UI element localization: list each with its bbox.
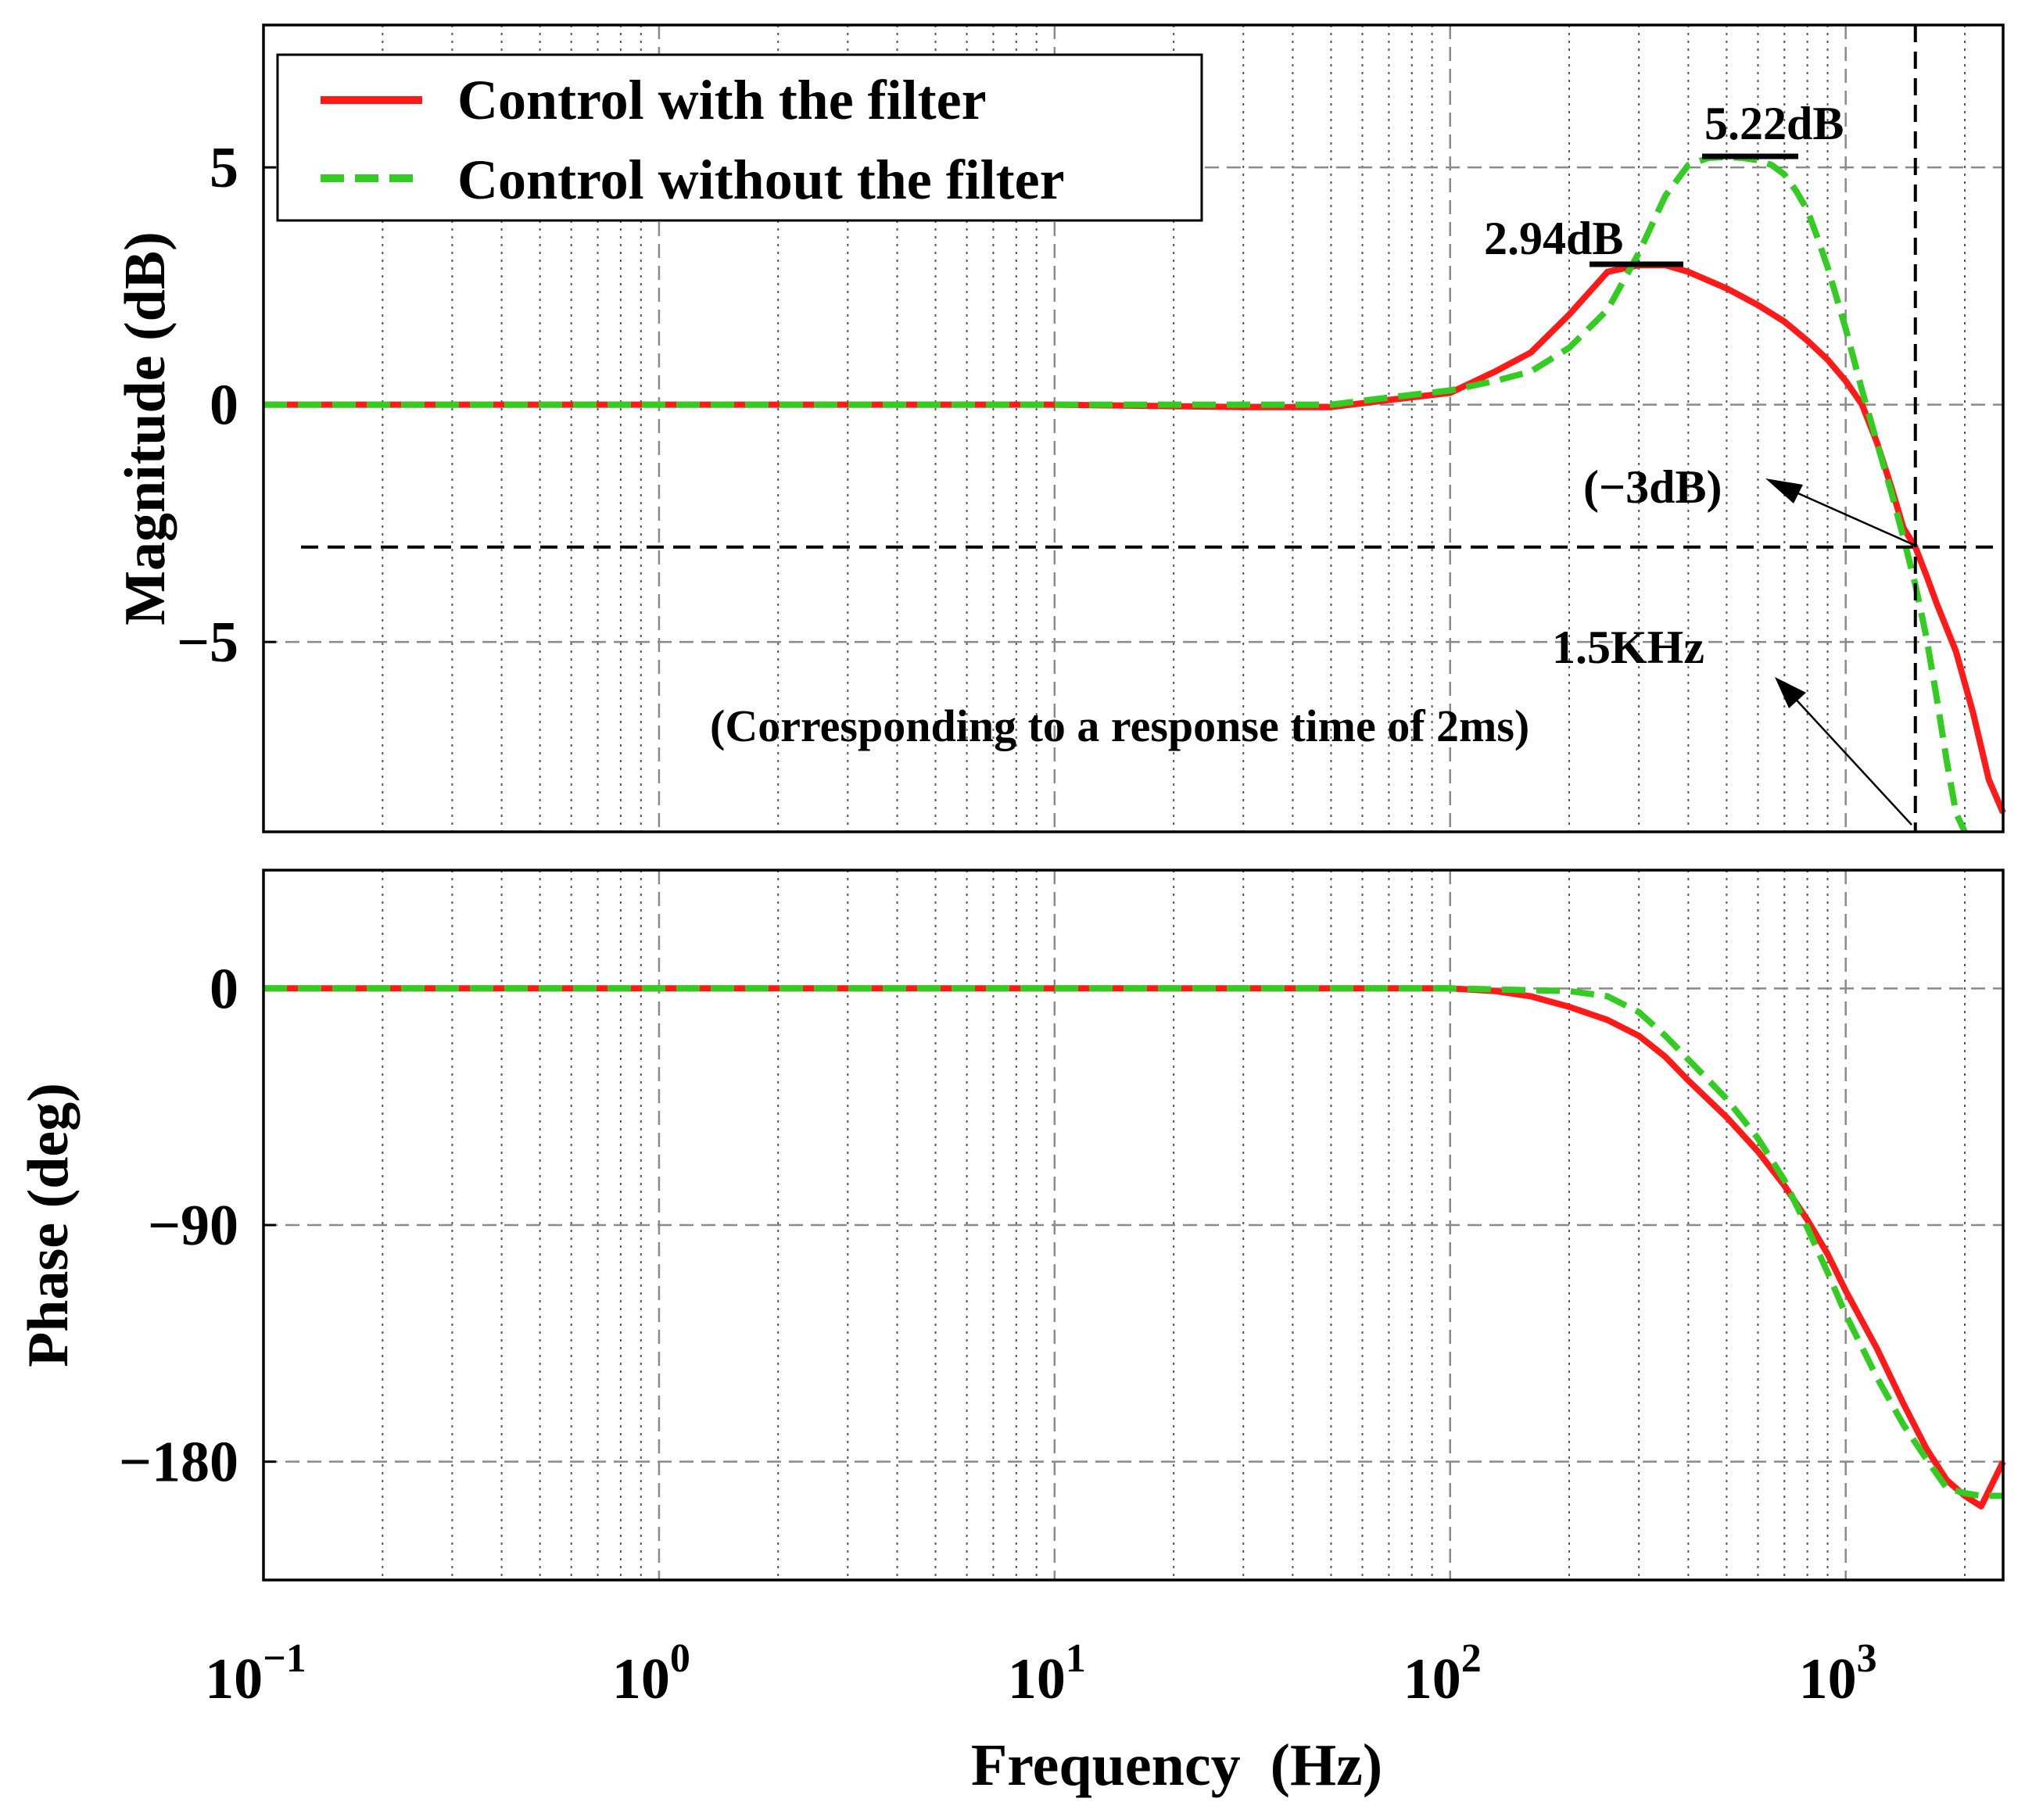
y-tick-label: 0 bbox=[210, 957, 238, 1021]
magnitude-y-label: Magnitude (dB) bbox=[113, 231, 177, 625]
x-tick-label: 100 bbox=[612, 1636, 690, 1711]
series-without-filter bbox=[263, 985, 2003, 1499]
magnitude-reference-lines bbox=[301, 25, 2003, 832]
x-tick-label: 102 bbox=[1403, 1636, 1482, 1711]
minus-3db-arrowhead bbox=[1765, 478, 1803, 503]
y-tick-label: −180 bbox=[119, 1431, 238, 1495]
phase-y-label: Phase (deg) bbox=[16, 1083, 81, 1367]
magnitude-axes-frame bbox=[262, 23, 2005, 833]
peak-label-with-filter: 2.94dB bbox=[1484, 213, 1623, 264]
minus-3db-label: (−3dB) bbox=[1583, 461, 1722, 513]
crossover-frequency-label: 1.5KHz bbox=[1552, 622, 1704, 673]
phase-axes-frame bbox=[262, 869, 2005, 1582]
x-tick-label: 10−1 bbox=[205, 1636, 306, 1711]
magnitude-y-ticks: 5 0 −5 bbox=[177, 136, 276, 675]
legend-label-with-filter: Control with the filter bbox=[457, 69, 987, 131]
x-axis-label: Frequency (Hz) bbox=[971, 1732, 1382, 1798]
series-with-filter bbox=[263, 985, 2006, 1510]
legend: Control with the filter Control without … bbox=[276, 53, 1203, 222]
y-tick-label: −90 bbox=[148, 1194, 238, 1258]
response-time-arrowhead bbox=[1775, 677, 1806, 708]
magnitude-series bbox=[263, 153, 2006, 833]
series-with-filter bbox=[263, 262, 2006, 815]
phase-grid bbox=[262, 870, 2003, 1580]
y-tick-label: 0 bbox=[210, 374, 238, 438]
response-time-arrow bbox=[1780, 682, 1912, 826]
legend-label-without-filter: Control without the filter bbox=[457, 149, 1065, 211]
x-tick-label: 103 bbox=[1799, 1636, 1877, 1711]
x-axis-tick-labels: 10−1 100 101 102 103 bbox=[205, 1636, 1876, 1711]
phase-y-ticks: 0 −90 −180 bbox=[119, 957, 276, 1495]
peak-label-without-filter: 5.22dB bbox=[1704, 98, 1844, 149]
response-time-label: (Corresponding to a response time of 2ms… bbox=[710, 700, 1529, 751]
phase-series bbox=[263, 985, 2006, 1510]
series-without-filter bbox=[263, 153, 1968, 833]
annotations: 2.94dB 5.22dB (−3dB) 1.5KHz (Correspondi… bbox=[710, 98, 1915, 826]
legend-box bbox=[276, 53, 1203, 222]
x-tick-label: 101 bbox=[1008, 1636, 1086, 1711]
y-tick-label: −5 bbox=[177, 611, 238, 675]
y-tick-label: 5 bbox=[210, 136, 238, 200]
